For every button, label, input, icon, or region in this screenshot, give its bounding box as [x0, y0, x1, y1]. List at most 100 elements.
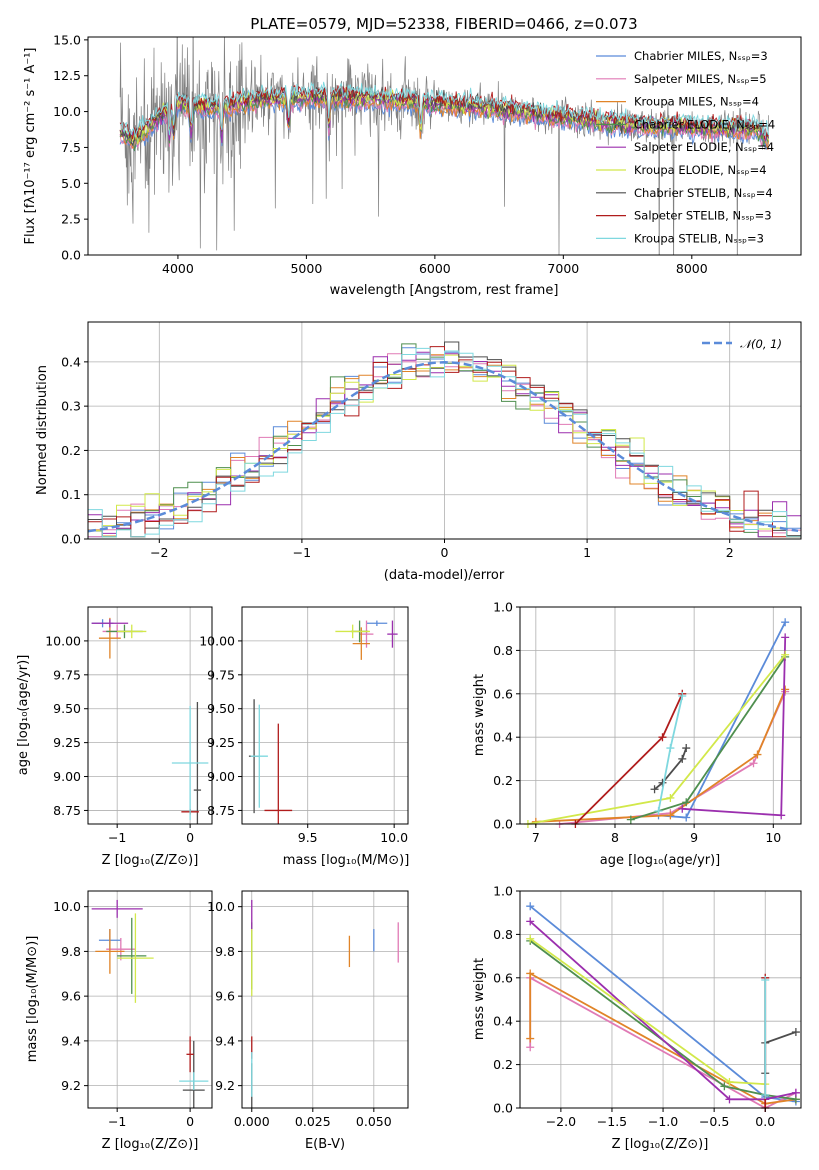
model-spectrum-salpeter_stelib — [119, 84, 769, 140]
series-marker — [526, 1043, 535, 1052]
errorbar-point-salpeter_elodie — [91, 899, 143, 918]
series-marker — [761, 975, 770, 984]
errorbar-point-salpeter_elodie — [387, 620, 398, 648]
gaussian-curve — [88, 361, 799, 533]
x-tick-label: 10 — [765, 830, 781, 845]
x-tick-label: 2 — [726, 545, 734, 560]
x-tick-label: 0.025 — [295, 1114, 331, 1129]
y-tick-label: 10.00 — [199, 633, 235, 648]
y-tick-label: 0.1 — [61, 487, 81, 502]
residual-histogram-kroupa_stelib — [88, 347, 801, 538]
series-marker — [526, 917, 535, 926]
series-marker — [682, 813, 691, 822]
y-tick-label: 0.0 — [61, 248, 81, 263]
mass-weight-vs-z-xlabel: Z [log₁₀(Z/Z⊙)] — [612, 1137, 709, 1152]
x-tick-label: −0.5 — [699, 1114, 729, 1129]
series-marker — [526, 934, 535, 943]
x-tick-label: 4000 — [162, 261, 194, 276]
x-tick-label: −1 — [108, 830, 126, 845]
series-marker — [753, 750, 762, 759]
series-marker — [678, 754, 687, 763]
errorbar-point-kroupa_miles — [95, 929, 125, 974]
mass-vs-z-xlabel: Z [log₁₀(Z/Z⊙)] — [102, 1137, 199, 1152]
errorbar-point-kroupa_miles — [352, 627, 370, 660]
series-marker — [777, 811, 786, 820]
errorbar-point-chabrier_elodie — [117, 917, 147, 994]
errorbar-point-chabrier_stelib — [193, 701, 202, 824]
y-tick-label: 10.0 — [53, 104, 81, 119]
mass-vs-ebv-xlabel: E(B-V) — [305, 1137, 345, 1152]
residual-histogram-salpeter_stelib — [88, 346, 801, 538]
residuals-xlabel: (data-model)/error — [384, 568, 505, 583]
y-tick-label: 1.0 — [493, 884, 513, 899]
errorbar-point-kroupa_stelib — [171, 706, 209, 820]
x-tick-label: 7000 — [547, 261, 579, 276]
y-tick-label: 0.3 — [61, 399, 81, 414]
x-tick-label: 10.0 — [380, 830, 408, 845]
series-marker — [666, 744, 675, 753]
x-tick-label: 9 — [690, 830, 698, 845]
errorbar-point-kroupa_elodie — [117, 913, 154, 1003]
y-tick-label: 9.50 — [53, 701, 81, 716]
spectrum-panel: PLATE=0579, MJD=52338, FIBERID=0466, z=0… — [23, 15, 802, 298]
age-vs-z-axes-frame — [87, 606, 213, 825]
mass-weight-series-kroupa_elodie — [523, 650, 790, 828]
series-marker — [781, 633, 790, 642]
series-marker — [526, 1034, 535, 1043]
y-tick-label: 9.6 — [215, 989, 235, 1004]
x-tick-label: −1 — [108, 1114, 126, 1129]
x-tick-label: 8 — [611, 830, 619, 845]
series-marker — [749, 759, 758, 768]
y-tick-label: 8.75 — [53, 803, 81, 818]
series-marker — [725, 1077, 734, 1086]
mass-weight-series-kroupa_stelib — [654, 691, 687, 815]
series-marker — [682, 798, 691, 807]
spectrum-ylabel: Flux [fλ10⁻¹⁷ erg cm⁻² s⁻¹ A⁻¹] — [23, 48, 38, 245]
series-marker — [650, 785, 659, 794]
x-tick-label: 0 — [441, 545, 449, 560]
y-tick-label: 7.5 — [61, 140, 81, 155]
residuals-legend: 𝒩(0, 1) — [702, 337, 782, 351]
y-tick-label: 0.4 — [493, 730, 513, 745]
x-tick-label: 5000 — [290, 261, 322, 276]
y-tick-label: 9.75 — [53, 667, 81, 682]
y-tick-label: 9.8 — [215, 944, 235, 959]
age-vs-mass-xlabel: mass [log₁₀(M/M⊙)] — [283, 853, 410, 868]
age-vs-mass-axes-frame — [241, 606, 409, 825]
y-tick-label: 2.5 — [61, 212, 81, 227]
y-tick-label: 10.00 — [45, 633, 81, 648]
mass-weight-vs-age-axes-frame — [519, 606, 802, 825]
errorbar-point-kroupa_elodie — [117, 624, 147, 639]
x-tick-label: 7 — [532, 830, 540, 845]
legend-label: Chabrier STELIB, Nₛₛₚ=4 — [634, 186, 773, 200]
x-tick-label: 6000 — [419, 261, 451, 276]
mass-weight-vs-z-ylabel: mass weight — [472, 958, 487, 1040]
legend-label: Salpeter MILES, Nₛₛₚ=5 — [634, 72, 767, 86]
x-tick-label: −1 — [293, 545, 311, 560]
spectrum-legend: Chabrier MILES, Nₛₛₚ=3 Salpeter MILES, Nₛ… — [596, 49, 775, 245]
x-tick-label: −2.0 — [546, 1114, 576, 1129]
x-tick-label: 9.5 — [298, 830, 318, 845]
errorbar-point-salpeter_stelib — [186, 1036, 194, 1073]
y-tick-label: 0.4 — [61, 354, 81, 369]
spectrum-xlabel: wavelength [Angstrom, rest frame] — [330, 283, 559, 298]
y-tick-label: 15.0 — [53, 32, 81, 47]
legend-label: Chabrier ELODIE, Nₛₛₚ=4 — [634, 117, 775, 131]
series-marker — [626, 815, 635, 824]
y-tick-label: 9.4 — [215, 1033, 235, 1048]
legend-label: 𝒩(0, 1) — [740, 337, 782, 351]
series-marker — [781, 618, 790, 627]
y-tick-label: 9.4 — [61, 1033, 81, 1048]
x-tick-label: −1.5 — [597, 1114, 627, 1129]
series-marker — [666, 793, 675, 802]
legend-label: Kroupa MILES, Nₛₛₚ=4 — [634, 95, 759, 109]
series-marker — [682, 744, 691, 753]
x-tick-label: 0.050 — [356, 1114, 392, 1129]
x-tick-label: 0 — [186, 1114, 194, 1129]
y-tick-label: 0.2 — [61, 443, 81, 458]
mass-weight-series-salpeter_elodie — [678, 633, 790, 820]
mass-weight-vs-age-ylabel: mass weight — [472, 674, 487, 756]
y-tick-label: 8.75 — [207, 803, 235, 818]
legend-label: Salpeter STELIB, Nₛₛₚ=3 — [634, 209, 772, 223]
